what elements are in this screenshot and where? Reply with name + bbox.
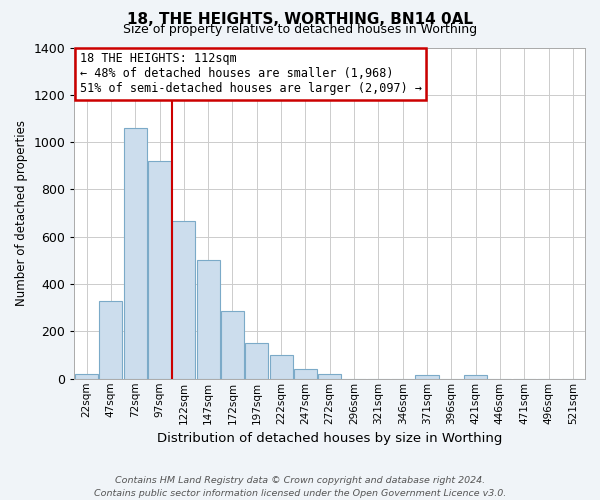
Text: 18 THE HEIGHTS: 112sqm
← 48% of detached houses are smaller (1,968)
51% of semi-: 18 THE HEIGHTS: 112sqm ← 48% of detached… (80, 52, 422, 96)
Bar (294, 370, 317, 379)
Text: 18, THE HEIGHTS, WORTHING, BN14 0AL: 18, THE HEIGHTS, WORTHING, BN14 0AL (127, 12, 473, 28)
X-axis label: Distribution of detached houses by size in Worthing: Distribution of detached houses by size … (157, 432, 502, 445)
Bar (221, 312, 244, 379)
Bar (245, 344, 268, 379)
Bar (124, 128, 147, 379)
Bar (464, 375, 487, 379)
Y-axis label: Number of detached properties: Number of detached properties (15, 120, 28, 306)
Bar (269, 355, 293, 379)
Bar (75, 374, 98, 379)
Text: Contains HM Land Registry data © Crown copyright and database right 2024.
Contai: Contains HM Land Registry data © Crown c… (94, 476, 506, 498)
Bar (318, 374, 341, 379)
Bar (100, 300, 122, 379)
Text: Size of property relative to detached houses in Worthing: Size of property relative to detached ho… (123, 22, 477, 36)
Bar (415, 375, 439, 379)
Bar (148, 161, 171, 379)
Bar (172, 222, 196, 379)
Bar (197, 260, 220, 379)
